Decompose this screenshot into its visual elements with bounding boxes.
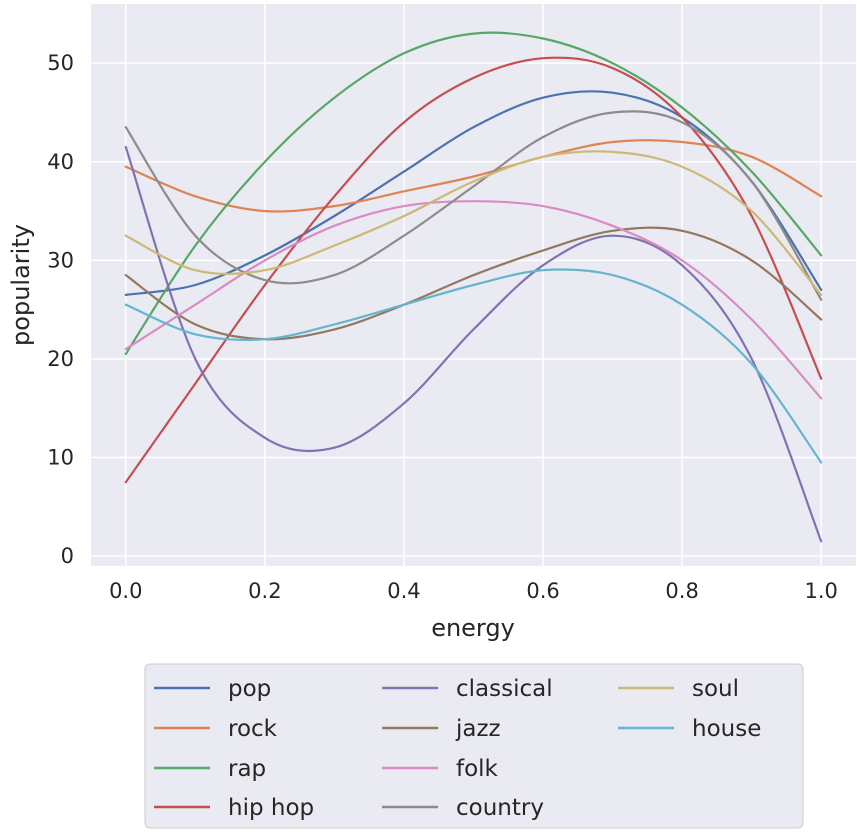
- x-tick-label: 0.4: [387, 579, 420, 603]
- legend-item-rock: rock: [154, 716, 278, 742]
- legend-label: jazz: [455, 716, 501, 742]
- legend-label: soul: [692, 676, 739, 702]
- legend-item-classical: classical: [382, 676, 553, 702]
- legend-label: hip hop: [228, 795, 314, 821]
- legend-item-house: house: [618, 716, 761, 742]
- legend-item-hip-hop: hip hop: [154, 795, 314, 821]
- y-tick-label: 30: [47, 248, 74, 272]
- series-lines: [124, 31, 823, 543]
- legend-item-jazz: jazz: [382, 716, 501, 742]
- y-tick-label: 20: [47, 347, 74, 371]
- x-tick-label: 1.0: [805, 579, 838, 603]
- series-line-jazz: [124, 226, 823, 341]
- x-tick-label: 0.6: [526, 579, 559, 603]
- legend-label: rock: [228, 716, 278, 742]
- legend-item-folk: folk: [382, 756, 499, 782]
- legend-frame: [144, 663, 804, 829]
- legend-label: country: [456, 795, 544, 821]
- legend-label: classical: [456, 676, 553, 702]
- series-line-folk: [124, 200, 823, 400]
- series-line-rock: [124, 139, 823, 213]
- series-line-hip-hop: [124, 56, 823, 484]
- legend: pop rock rap hip hop classical jazz folk countr…: [144, 663, 804, 829]
- y-tick-labels: 0 10 20 30 40 50: [47, 51, 74, 568]
- legend-label: folk: [456, 756, 499, 782]
- series-line-soul: [124, 150, 823, 296]
- x-tick-labels: 0.0 0.2 0.4 0.6 0.8 1.0: [109, 579, 838, 603]
- legend-label: house: [692, 716, 761, 742]
- series-line-country: [124, 110, 823, 301]
- series-line-rap: [124, 31, 823, 356]
- legend-item-rap: rap: [154, 756, 266, 782]
- legend-item-country: country: [382, 795, 544, 821]
- x-tick-label: 0.8: [665, 579, 698, 603]
- legend-label: pop: [228, 676, 271, 702]
- series-line-house: [124, 268, 823, 464]
- x-tick-label: 0.0: [109, 579, 142, 603]
- legend-item-soul: soul: [618, 676, 739, 702]
- y-tick-label: 40: [47, 150, 74, 174]
- legend-label: rap: [228, 756, 266, 782]
- x-tick-label: 0.2: [248, 579, 281, 603]
- y-tick-label: 0: [61, 544, 74, 568]
- series-line-classical: [124, 145, 823, 543]
- y-tick-label: 10: [47, 446, 74, 470]
- legend-item-pop: pop: [154, 676, 271, 702]
- x-axis-label: energy: [431, 614, 515, 642]
- y-axis-label: popularity: [7, 224, 35, 346]
- y-tick-label: 50: [47, 51, 74, 75]
